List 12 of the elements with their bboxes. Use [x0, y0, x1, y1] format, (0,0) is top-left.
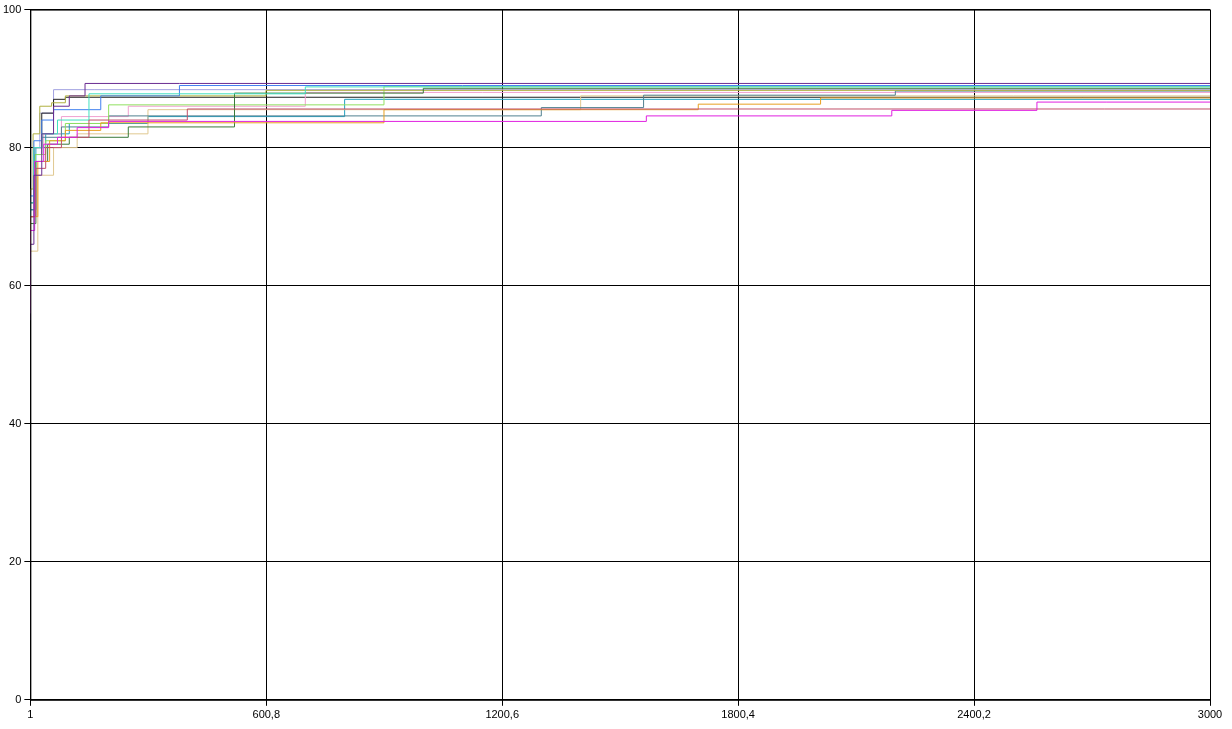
y-tick-label: 40: [9, 416, 22, 429]
y-tick-label: 0: [15, 692, 22, 705]
x-tick-label: 1800,4: [721, 708, 755, 721]
x-tick-label: 600,8: [252, 708, 281, 721]
x-tick-label: 3000: [1197, 708, 1223, 721]
y-tick-label: 20: [9, 554, 22, 567]
x-tick-label: 2400,2: [957, 708, 991, 721]
x-tick-label: 1: [27, 708, 34, 721]
y-tick-label: 60: [9, 278, 22, 291]
y-tick-label: 80: [9, 140, 22, 153]
x-tick-label: 1200,6: [485, 708, 520, 721]
y-tick-label: 100: [2, 2, 22, 15]
